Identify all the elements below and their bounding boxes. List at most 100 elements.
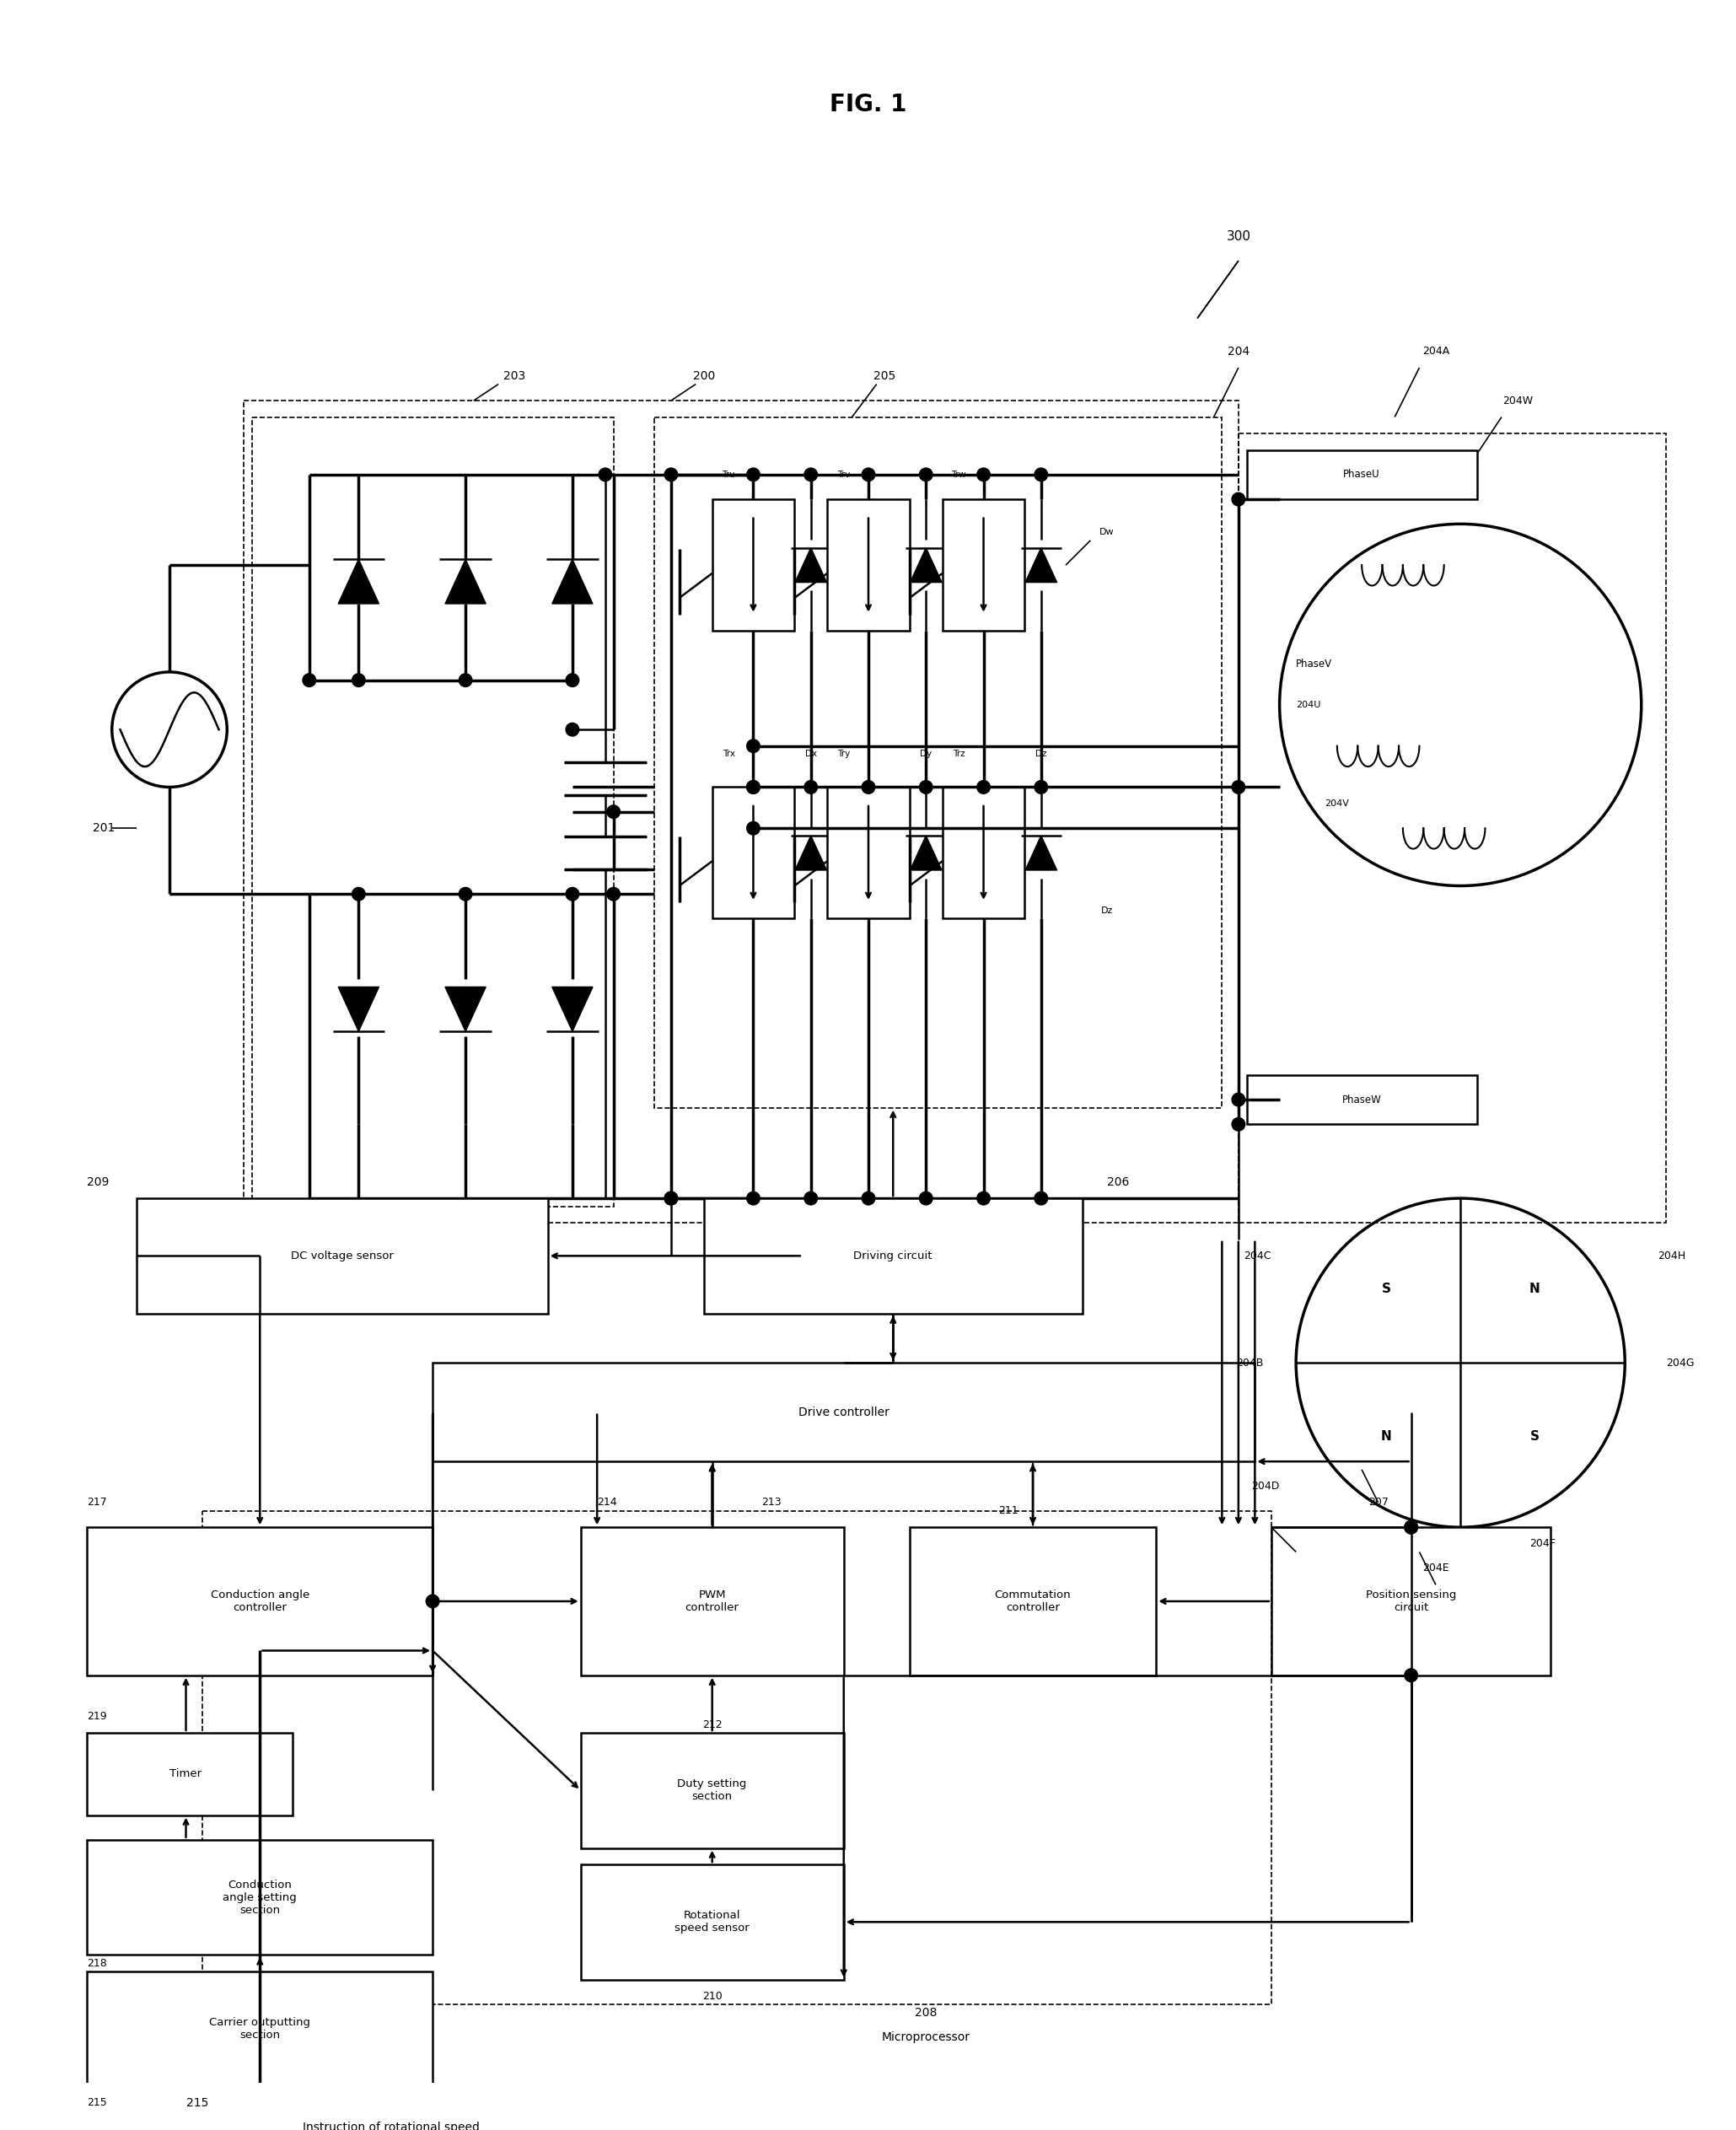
Bar <box>1246 449 1477 498</box>
Circle shape <box>352 888 365 901</box>
Text: Dx: Dx <box>806 750 818 758</box>
Circle shape <box>1035 469 1047 481</box>
Circle shape <box>861 469 875 481</box>
Bar <box>87 1527 432 1676</box>
Text: 214: 214 <box>597 1497 616 1508</box>
Text: 203: 203 <box>503 371 526 381</box>
Text: Instruction of rotational speed: Instruction of rotational speed <box>304 2121 479 2130</box>
Text: 217: 217 <box>87 1497 108 1508</box>
Text: 204E: 204E <box>1422 1563 1450 1574</box>
Text: 215: 215 <box>87 2098 108 2109</box>
Text: 204W: 204W <box>1503 396 1533 407</box>
Text: S: S <box>1382 1282 1391 1295</box>
Polygon shape <box>444 986 486 1031</box>
Text: PhaseW: PhaseW <box>1342 1095 1382 1105</box>
Text: PhaseU: PhaseU <box>1344 469 1380 479</box>
Text: FIG. 1: FIG. 1 <box>830 94 906 117</box>
Circle shape <box>1233 492 1245 505</box>
Text: Conduction
angle setting
section: Conduction angle setting section <box>222 1879 297 1915</box>
Polygon shape <box>1026 547 1057 581</box>
Text: 207: 207 <box>1368 1497 1389 1508</box>
Polygon shape <box>339 560 378 603</box>
Text: 204C: 204C <box>1245 1250 1271 1261</box>
Bar <box>87 1972 432 2087</box>
Text: Dz: Dz <box>1101 905 1113 914</box>
Text: Try: Try <box>837 750 851 758</box>
Text: Rotational
speed sensor: Rotational speed sensor <box>675 1911 750 1934</box>
Circle shape <box>352 673 365 686</box>
Circle shape <box>920 1191 932 1206</box>
Text: Dw: Dw <box>1099 528 1115 537</box>
Text: Commutation
controller: Commutation controller <box>995 1589 1071 1612</box>
Bar <box>252 417 613 1206</box>
Circle shape <box>599 469 611 481</box>
Text: Duty setting
section: Duty setting section <box>677 1779 746 1802</box>
Text: 209: 209 <box>87 1176 109 1189</box>
Circle shape <box>746 780 760 794</box>
Text: Driving circuit: Driving circuit <box>854 1250 932 1261</box>
Text: PWM
controller: PWM controller <box>686 1589 740 1612</box>
Circle shape <box>1233 1093 1245 1105</box>
Circle shape <box>804 469 818 481</box>
Polygon shape <box>795 835 826 871</box>
Bar <box>910 1527 1156 1676</box>
Bar <box>943 498 1024 630</box>
Circle shape <box>566 888 580 901</box>
Polygon shape <box>910 547 943 581</box>
Circle shape <box>566 673 580 686</box>
Circle shape <box>1404 1521 1418 1534</box>
Text: 204A: 204A <box>1422 345 1450 356</box>
Circle shape <box>665 469 677 481</box>
Circle shape <box>920 780 932 794</box>
Circle shape <box>566 722 580 737</box>
Text: Trw: Trw <box>951 471 967 479</box>
Text: 212: 212 <box>703 1719 722 1730</box>
Text: Dz: Dz <box>1035 750 1047 758</box>
Circle shape <box>861 1191 875 1206</box>
Text: 204H: 204H <box>1658 1250 1686 1261</box>
Circle shape <box>1233 1118 1245 1131</box>
Bar <box>1271 1527 1550 1676</box>
Circle shape <box>458 888 472 901</box>
Circle shape <box>1233 780 1245 794</box>
Bar <box>828 498 910 630</box>
Polygon shape <box>1026 835 1057 871</box>
Text: 213: 213 <box>762 1497 781 1508</box>
Circle shape <box>1404 1668 1418 1683</box>
Text: Trz: Trz <box>953 750 965 758</box>
Text: Tru: Tru <box>722 471 736 479</box>
Bar <box>705 1199 1082 1314</box>
Circle shape <box>302 673 316 686</box>
Text: 204B: 204B <box>1236 1357 1264 1367</box>
Bar <box>1238 435 1667 1223</box>
Text: 204G: 204G <box>1667 1357 1694 1367</box>
Circle shape <box>920 469 932 481</box>
Circle shape <box>977 780 990 794</box>
Bar <box>87 1734 293 1815</box>
Polygon shape <box>795 547 826 581</box>
Bar <box>580 1527 844 1676</box>
Polygon shape <box>552 986 592 1031</box>
Circle shape <box>608 805 620 818</box>
Circle shape <box>804 780 818 794</box>
Bar <box>828 788 910 918</box>
Text: Carrier outputting
section: Carrier outputting section <box>210 2017 311 2041</box>
Text: 208: 208 <box>915 2006 937 2019</box>
Text: 204D: 204D <box>1252 1480 1279 1491</box>
Text: 204F: 204F <box>1529 1538 1555 1549</box>
Text: 204U: 204U <box>1297 701 1321 709</box>
Text: PhaseV: PhaseV <box>1297 658 1332 669</box>
Text: Microprocessor: Microprocessor <box>882 2032 970 2043</box>
Circle shape <box>804 1191 818 1206</box>
Text: 201: 201 <box>92 822 115 835</box>
Text: Conduction angle
controller: Conduction angle controller <box>210 1589 309 1612</box>
Circle shape <box>1035 780 1047 794</box>
Text: 210: 210 <box>701 1992 722 2002</box>
Text: Dy: Dy <box>920 750 932 758</box>
Text: Position sensing
circuit: Position sensing circuit <box>1366 1589 1457 1612</box>
Bar <box>432 1363 1255 1461</box>
Circle shape <box>665 1191 677 1206</box>
Bar <box>580 1864 844 1979</box>
Text: 300: 300 <box>1226 230 1250 243</box>
Text: Dw: Dw <box>1035 471 1049 479</box>
